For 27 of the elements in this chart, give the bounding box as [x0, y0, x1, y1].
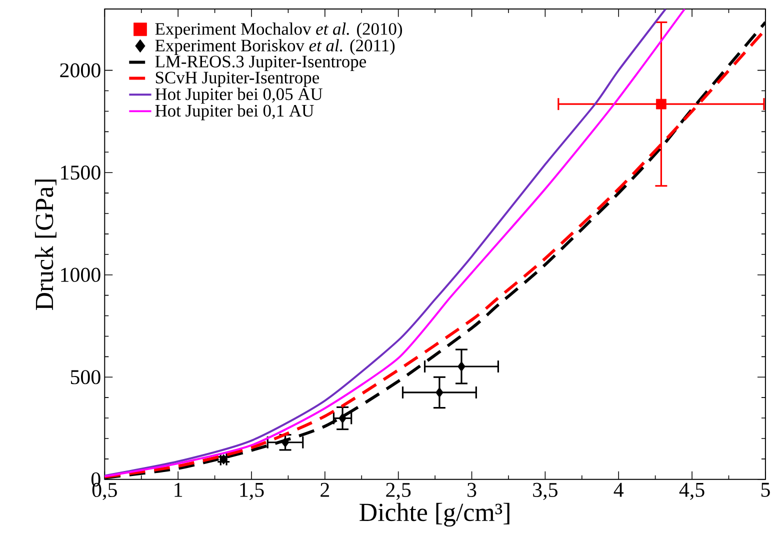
- x-tick-label: 2: [320, 482, 330, 497]
- legend-label: Hot Jupiter bei 0,05 AU: [155, 88, 322, 104]
- y-tick-label: 1000: [61, 268, 100, 282]
- point: [436, 387, 444, 398]
- x-tick-label: 2,5: [386, 482, 411, 500]
- point: [656, 98, 666, 110]
- point: [338, 412, 346, 424]
- x-tick-label: 4,5: [679, 482, 704, 500]
- legend-label: Hot Jupiter bei 0,1 AU: [155, 104, 314, 120]
- x-tick-label: 3: [468, 482, 476, 497]
- x-tick-label: 5: [761, 482, 770, 497]
- x-axis-title: Dichte [g/cm³]: [360, 502, 510, 526]
- legend-label: SCvH Jupiter-Isentrope: [156, 72, 320, 87]
- legend-label: Experiment Boriskov et al. (2011): [155, 39, 395, 55]
- point: [458, 361, 466, 372]
- x-tick-label: 1,5: [240, 482, 264, 500]
- point: [281, 437, 290, 448]
- x-tick-label: 3,5: [533, 482, 558, 500]
- y-tick-label: 1500: [61, 165, 100, 180]
- y-axis-title: Druck [GPa]: [34, 179, 56, 310]
- point: [220, 454, 228, 464]
- y-tick-label: 2000: [60, 63, 100, 78]
- legend-label: Experiment Mochalov et al. (2010): [155, 22, 402, 38]
- legend-label: LM-REOS.3 Jupiter-Isentrope: [155, 56, 366, 71]
- y-tick-label: 500: [70, 370, 100, 384]
- x-tick-label: 4: [614, 482, 624, 497]
- x-tick-label: 1: [174, 482, 182, 497]
